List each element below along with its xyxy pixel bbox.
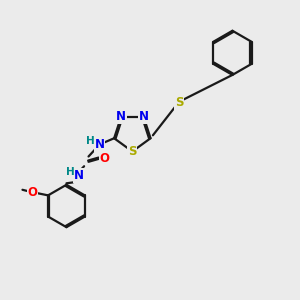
Text: H: H: [66, 167, 74, 177]
Text: N: N: [74, 169, 84, 182]
Text: S: S: [175, 96, 184, 110]
Text: N: N: [139, 110, 148, 123]
Text: O: O: [100, 152, 110, 165]
Text: H: H: [86, 136, 95, 146]
Text: N: N: [94, 138, 104, 151]
Text: O: O: [28, 186, 38, 199]
Text: N: N: [116, 110, 126, 123]
Text: S: S: [128, 145, 136, 158]
